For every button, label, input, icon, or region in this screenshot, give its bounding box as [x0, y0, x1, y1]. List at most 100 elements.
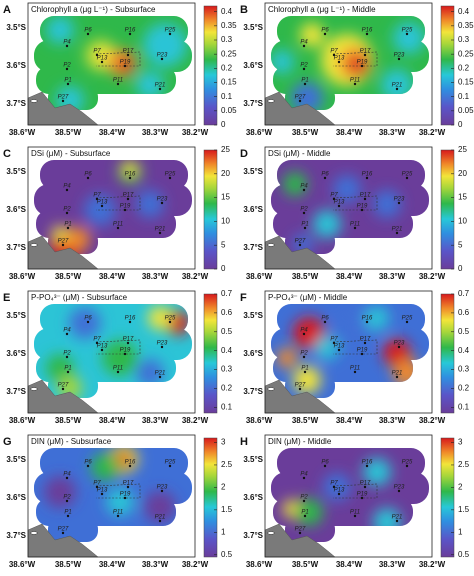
lon-label: 38.4°W — [99, 128, 126, 137]
station-label: P19 — [357, 204, 368, 210]
station-label: P7 — [330, 337, 338, 343]
station-dot — [158, 231, 162, 235]
lat-label: 3.6°S — [6, 205, 26, 214]
field-blob — [313, 210, 341, 238]
lon-label: 38.2°W — [182, 272, 209, 281]
station-dot — [363, 197, 367, 201]
lon-label: 38.6°W — [9, 272, 36, 281]
colorbar — [203, 5, 218, 126]
colorbar-label: 0 — [221, 264, 226, 273]
station-label: P1 — [301, 78, 308, 84]
station-label: P25 — [402, 460, 413, 466]
lon-label: 38.3°W — [142, 272, 169, 281]
colorbar-label: 0.7 — [458, 289, 470, 298]
lat-label: 3.5°S — [6, 23, 26, 32]
panel-letter: A — [3, 4, 11, 16]
map-frame — [27, 434, 196, 558]
lon-label: 38.2°W — [182, 128, 209, 137]
lon-label: 38.6°W — [9, 416, 36, 425]
transect — [95, 51, 141, 67]
station-dot — [123, 496, 127, 500]
station-dot — [363, 53, 367, 57]
colorbar — [440, 293, 455, 414]
colorbar-label: 0.4 — [221, 7, 233, 16]
lat-label: 3.6°S — [243, 61, 263, 70]
island — [29, 531, 39, 535]
map-frame — [264, 290, 433, 414]
colorbar-label: 3 — [221, 438, 226, 447]
colorbar-label: 5 — [221, 240, 226, 249]
lon-label: 38.4°W — [99, 416, 126, 425]
station-label: P13 — [97, 200, 108, 206]
field-blob — [166, 311, 190, 335]
map-frame — [264, 2, 433, 126]
station-label: P21 — [392, 83, 403, 89]
station-label: P13 — [334, 344, 345, 350]
colorbar-label: 0.3 — [221, 365, 233, 374]
island — [29, 243, 39, 247]
station-label: P2 — [63, 351, 71, 357]
station-label: P16 — [125, 316, 136, 322]
field-blob — [393, 22, 425, 54]
station-label: P6 — [84, 316, 92, 322]
station-dot — [65, 332, 69, 336]
field-blob — [69, 307, 101, 339]
station-dot — [66, 514, 70, 518]
map-panel: P6 P16 P25 P4 P7 P17 P2 P13 P19 P23 P1 P11 P21 P27 A Ch… — [3, 2, 237, 137]
lat-label: 3.7°S — [6, 531, 26, 540]
panel-title: Chlorophyll a (μg L⁻¹) - Subsurface — [31, 5, 156, 14]
station-label: P7 — [93, 193, 101, 199]
station-dot — [302, 188, 306, 192]
field-blob — [373, 190, 401, 218]
lon-label: 38.5°W — [292, 272, 319, 281]
station-label: P19 — [120, 492, 131, 498]
field-blobs — [46, 16, 187, 110]
field-blobs — [46, 306, 190, 398]
station-label: P21 — [392, 515, 403, 521]
station-dot — [95, 53, 99, 57]
station-dot — [302, 499, 306, 503]
station-label: P21 — [392, 371, 403, 377]
station-dot — [395, 375, 399, 379]
station-dot — [66, 370, 70, 374]
station-dot — [360, 352, 364, 356]
lat-label: 3.6°S — [6, 349, 26, 358]
panel-title: Chlorophyll a (μg L⁻¹) - Middle — [268, 5, 376, 14]
station-dot — [66, 226, 70, 230]
field-blobs — [283, 172, 401, 254]
station-dot — [302, 67, 306, 71]
station-dot — [65, 211, 69, 215]
field — [34, 16, 192, 110]
colorbar-label: 0.5 — [221, 550, 233, 559]
field-blob — [123, 162, 137, 176]
colorbar-label: 1.5 — [458, 505, 470, 514]
station-label: P7 — [93, 337, 101, 343]
colorbar-label: 25 — [458, 145, 467, 154]
colorbar-label: 0.2 — [458, 384, 470, 393]
station-dot — [126, 53, 130, 57]
field-blob — [136, 190, 164, 218]
station-label: P11 — [350, 366, 360, 372]
station-label: P11 — [113, 222, 123, 228]
station-label: P27 — [295, 383, 306, 389]
station-dot — [353, 370, 357, 374]
lon-label: 38.5°W — [292, 560, 319, 569]
station-label: P16 — [125, 28, 136, 34]
colorbar-label: 3 — [458, 438, 463, 447]
lat-label: 3.6°S — [6, 493, 26, 502]
map-panel: P6 P16 P25 P4 P7 P17 P2 P13 P19 P23 P1 P11 P21 P27 D DS… — [240, 145, 467, 281]
station-label: P27 — [295, 527, 306, 533]
colorbar-label: 1.5 — [221, 505, 233, 514]
station-dot — [353, 82, 357, 86]
colorbar-label: 25 — [221, 145, 230, 154]
station-dot — [61, 531, 65, 535]
station-label: P19 — [357, 60, 368, 66]
station-dot — [168, 176, 172, 180]
map-frame — [264, 434, 433, 558]
station-dot — [128, 464, 132, 468]
station-label: P25 — [402, 28, 413, 34]
station-dot — [126, 485, 130, 489]
station-label: P19 — [357, 492, 368, 498]
station-label: P19 — [120, 348, 131, 354]
station-label: P4 — [63, 472, 71, 478]
